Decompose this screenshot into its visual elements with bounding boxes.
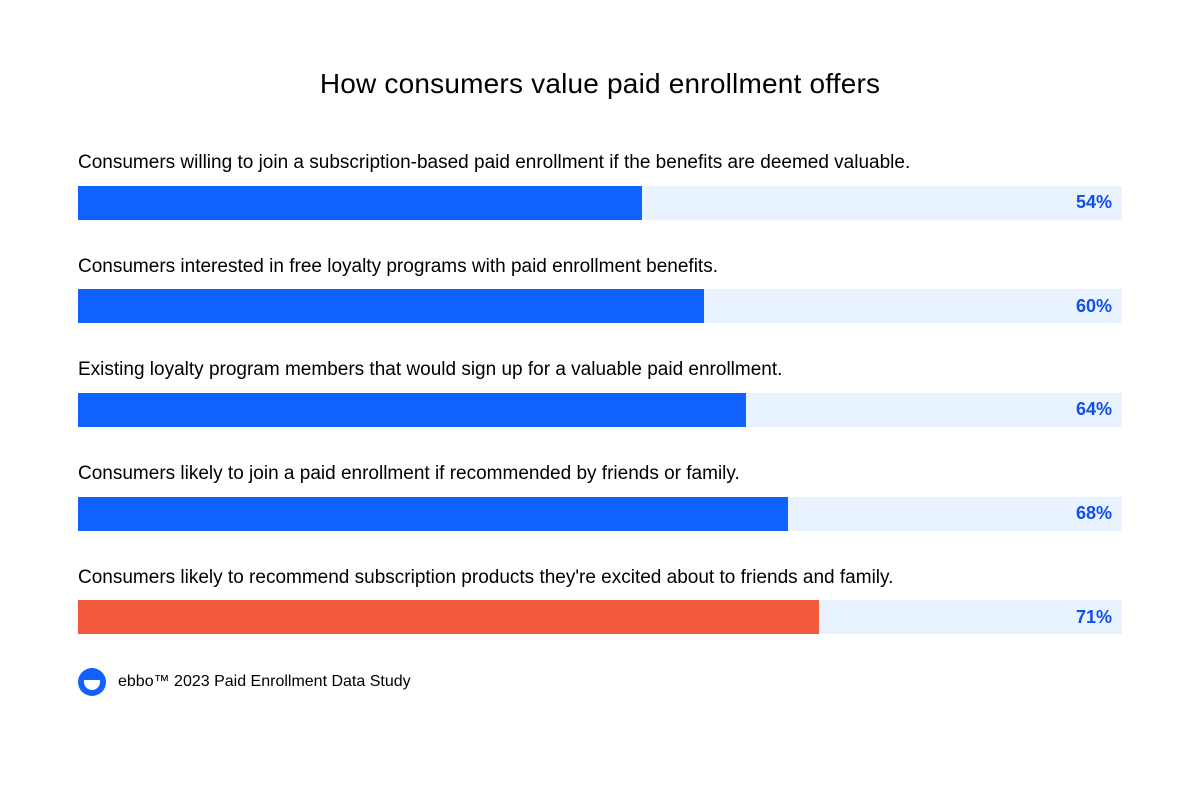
source-text: ebbo™ 2023 Paid Enrollment Data Study [118, 673, 411, 691]
bar-label: Consumers likely to join a paid enrollme… [78, 461, 1122, 487]
bar-track: 71% [78, 600, 1122, 634]
bar-label: Consumers interested in free loyalty pro… [78, 254, 1122, 280]
bar-row: Consumers willing to join a subscription… [78, 150, 1122, 220]
bar-value-label: 64% [1076, 399, 1112, 420]
ebbo-logo-icon [78, 668, 106, 696]
bar-track: 60% [78, 289, 1122, 323]
chart-container: How consumers value paid enrollment offe… [0, 0, 1200, 696]
source-footer: ebbo™ 2023 Paid Enrollment Data Study [78, 668, 1122, 696]
bar-fill [78, 600, 819, 634]
bar-track: 54% [78, 186, 1122, 220]
bar-row: Consumers likely to recommend subscripti… [78, 565, 1122, 635]
bar-row: Consumers likely to join a paid enrollme… [78, 461, 1122, 531]
bar-row: Existing loyalty program members that wo… [78, 357, 1122, 427]
bar-value-label: 71% [1076, 607, 1112, 628]
bar-value-label: 60% [1076, 296, 1112, 317]
bar-label: Existing loyalty program members that wo… [78, 357, 1122, 383]
bar-label: Consumers likely to recommend subscripti… [78, 565, 1122, 591]
bar-fill [78, 393, 746, 427]
bar-value-label: 54% [1076, 192, 1112, 213]
bar-fill [78, 497, 788, 531]
bars-list: Consumers willing to join a subscription… [78, 150, 1122, 634]
chart-title: How consumers value paid enrollment offe… [78, 68, 1122, 100]
bar-row: Consumers interested in free loyalty pro… [78, 254, 1122, 324]
bar-fill [78, 186, 642, 220]
bar-label: Consumers willing to join a subscription… [78, 150, 1122, 176]
bar-track: 68% [78, 497, 1122, 531]
bar-fill [78, 289, 704, 323]
bar-track: 64% [78, 393, 1122, 427]
ebbo-logo-smile [84, 680, 100, 690]
bar-value-label: 68% [1076, 503, 1112, 524]
